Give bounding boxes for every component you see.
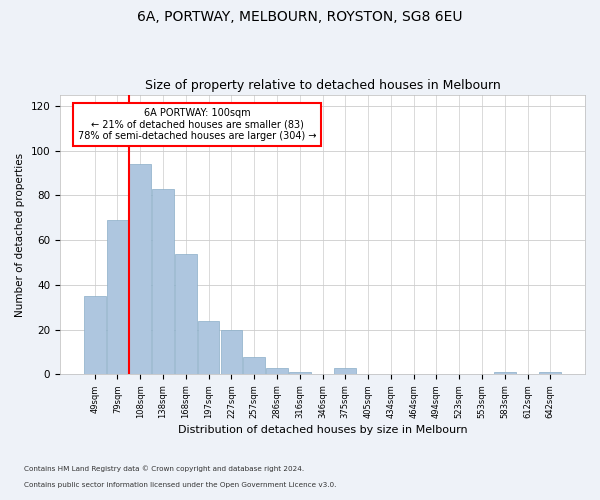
Bar [107, 220, 128, 374]
Bar [244, 356, 265, 374]
Bar [539, 372, 561, 374]
Text: 6A PORTWAY: 100sqm
← 21% of detached houses are smaller (83)
78% of semi-detache: 6A PORTWAY: 100sqm ← 21% of detached hou… [78, 108, 316, 141]
Text: Contains public sector information licensed under the Open Government Licence v3: Contains public sector information licen… [24, 482, 337, 488]
Bar [266, 368, 288, 374]
Bar [84, 296, 106, 374]
Title: Size of property relative to detached houses in Melbourn: Size of property relative to detached ho… [145, 79, 500, 92]
Y-axis label: Number of detached properties: Number of detached properties [15, 152, 25, 316]
X-axis label: Distribution of detached houses by size in Melbourn: Distribution of detached houses by size … [178, 425, 467, 435]
Bar [221, 330, 242, 374]
Bar [152, 188, 174, 374]
Bar [130, 164, 151, 374]
Bar [198, 320, 220, 374]
Bar [289, 372, 311, 374]
Bar [334, 368, 356, 374]
Bar [175, 254, 197, 374]
Text: Contains HM Land Registry data © Crown copyright and database right 2024.: Contains HM Land Registry data © Crown c… [24, 466, 304, 472]
Text: 6A, PORTWAY, MELBOURN, ROYSTON, SG8 6EU: 6A, PORTWAY, MELBOURN, ROYSTON, SG8 6EU [137, 10, 463, 24]
Bar [494, 372, 515, 374]
